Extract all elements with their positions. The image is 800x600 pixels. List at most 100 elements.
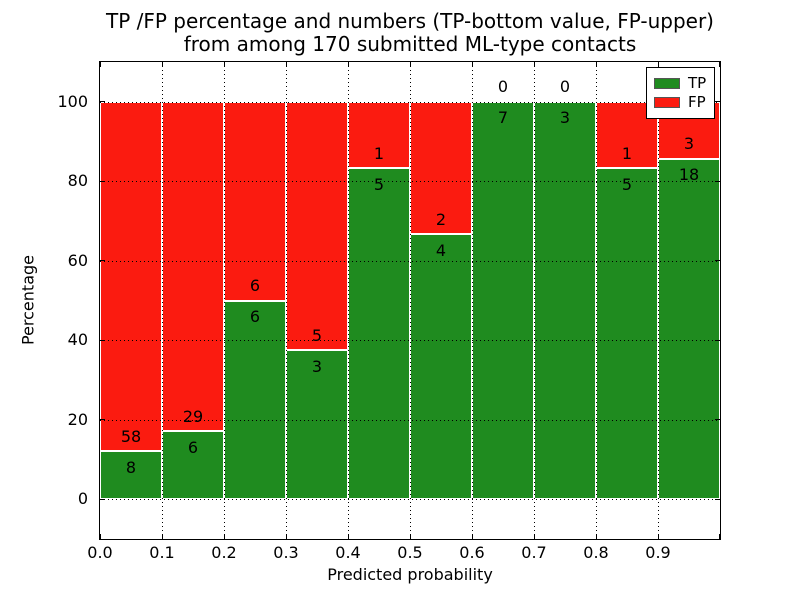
y-tick-label: 100 bbox=[57, 91, 88, 111]
x-tick-label: 0.7 bbox=[521, 543, 547, 562]
x-tick-mark bbox=[162, 534, 163, 539]
legend-item-tp: TP bbox=[654, 75, 707, 92]
annotations-layer: 58 8 29 6 6 6 5 3 1 5 2 4 0 7 0 3 1 5 3 18 bbox=[100, 62, 720, 539]
grid-line-vertical bbox=[409, 62, 411, 539]
x-tick-label: 0.8 bbox=[583, 543, 609, 562]
tp-count-label: 7 bbox=[497, 108, 509, 128]
y-tick-mark-right bbox=[715, 260, 720, 262]
x-tick-mark bbox=[658, 534, 659, 539]
fp-count-label: 2 bbox=[435, 209, 447, 229]
bar-fp-segment bbox=[224, 101, 286, 301]
x-tick-mark bbox=[100, 534, 101, 539]
x-tick-label: 0.9 bbox=[645, 543, 671, 562]
bar-tp-segment bbox=[100, 451, 162, 500]
grid-line-vertical bbox=[657, 62, 659, 539]
bar-fp-segment bbox=[410, 101, 472, 235]
x-tick-label: 0.6 bbox=[459, 543, 485, 562]
bar-fp-segment bbox=[286, 101, 348, 351]
chart-title-line2: from among 170 submitted ML-type contact… bbox=[183, 32, 637, 56]
x-tick-label: 0.4 bbox=[335, 543, 361, 562]
y-axis-label: Percentage bbox=[18, 254, 38, 346]
bar-tp-segment bbox=[224, 300, 286, 500]
x-tick-mark-top bbox=[410, 62, 411, 67]
y-tick-mark-right bbox=[715, 339, 720, 341]
y-tick-label: 60 bbox=[67, 250, 88, 270]
bar-tp-segment bbox=[286, 350, 348, 500]
tp-count-label: 5 bbox=[373, 174, 385, 194]
y-tick-mark bbox=[100, 260, 105, 262]
legend: TP FP bbox=[646, 67, 715, 119]
x-tick-mark bbox=[596, 534, 597, 539]
x-tick-mark bbox=[472, 534, 473, 539]
fp-count-label: 6 bbox=[249, 276, 261, 296]
y-tick-label: 0 bbox=[77, 489, 88, 509]
fp-count-label: 1 bbox=[373, 143, 385, 163]
x-tick-mark-top bbox=[286, 62, 287, 67]
legend-label-fp: FP bbox=[688, 93, 706, 111]
x-tick-mark-top bbox=[100, 62, 101, 67]
bar-fp-segment bbox=[100, 101, 162, 452]
fp-count-label: 0 bbox=[559, 77, 571, 97]
bar-tp-segment bbox=[162, 431, 224, 500]
tp-count-label: 3 bbox=[559, 108, 571, 128]
x-tick-mark bbox=[534, 534, 535, 539]
y-tick-mark bbox=[100, 101, 105, 103]
tp-count-label: 3 bbox=[311, 356, 323, 376]
y-tick-mark bbox=[100, 419, 105, 421]
x-tick-mark bbox=[286, 534, 287, 539]
fp-count-label: 5 bbox=[311, 325, 323, 345]
y-tick-mark-right bbox=[715, 419, 720, 421]
x-tick-mark-top bbox=[719, 62, 720, 67]
x-tick-label: 0.5 bbox=[397, 543, 423, 562]
bar-tp-segment bbox=[658, 158, 720, 500]
tp-count-label: 6 bbox=[187, 437, 199, 457]
y-tick-label: 80 bbox=[67, 171, 88, 191]
x-tick-label: 0.0 bbox=[87, 543, 113, 562]
plot-area: 58 8 29 6 6 6 5 3 1 5 2 4 0 7 0 3 1 5 3 18 bbox=[99, 61, 721, 540]
x-tick-mark-top bbox=[224, 62, 225, 67]
tp-count-label: 4 bbox=[435, 240, 447, 260]
tp-count-label: 6 bbox=[249, 307, 261, 327]
y-tick-mark bbox=[100, 180, 105, 182]
fp-count-label: 1 bbox=[621, 143, 633, 163]
x-tick-mark bbox=[224, 534, 225, 539]
x-tick-mark bbox=[719, 534, 720, 539]
x-tick-mark-top bbox=[472, 62, 473, 67]
legend-label-tp: TP bbox=[688, 74, 707, 92]
y-tick-mark bbox=[100, 498, 105, 500]
x-tick-mark-top bbox=[658, 62, 659, 67]
x-tick-label: 0.2 bbox=[211, 543, 237, 562]
axis-ticks-layer bbox=[100, 62, 720, 539]
bar-tp-segment bbox=[348, 168, 410, 500]
y-tick-label: 20 bbox=[67, 409, 88, 429]
bars-layer bbox=[100, 62, 720, 539]
x-tick-mark bbox=[410, 534, 411, 539]
grid-line-vertical bbox=[285, 62, 287, 539]
fp-count-label: 29 bbox=[182, 406, 204, 426]
grid-line-vertical bbox=[223, 62, 225, 539]
x-tick-mark-top bbox=[596, 62, 597, 67]
legend-item-fp: FP bbox=[654, 94, 707, 111]
bar-tp-segment bbox=[472, 101, 534, 500]
grid-layer bbox=[100, 62, 720, 539]
tp-count-label: 5 bbox=[621, 174, 633, 194]
x-tick-label: 0.3 bbox=[273, 543, 299, 562]
grid-line-vertical bbox=[595, 62, 597, 539]
grid-line-vertical bbox=[347, 62, 349, 539]
grid-line-vertical bbox=[161, 62, 163, 539]
x-tick-mark-top bbox=[348, 62, 349, 67]
fp-count-label: 3 bbox=[683, 134, 695, 154]
tp-count-label: 8 bbox=[125, 457, 137, 477]
legend-swatch-fp-icon bbox=[654, 97, 680, 108]
y-tick-mark-right bbox=[715, 180, 720, 182]
fp-count-label: 0 bbox=[497, 77, 509, 97]
grid-line-vertical bbox=[471, 62, 473, 539]
y-tick-label: 40 bbox=[67, 330, 88, 350]
chart-title-line1: TP /FP percentage and numbers (TP-bottom… bbox=[106, 9, 714, 33]
grid-line-vertical bbox=[533, 62, 535, 539]
bar-tp-segment bbox=[534, 101, 596, 500]
y-tick-mark-right bbox=[715, 101, 720, 103]
chart-title: TP /FP percentage and numbers (TP-bottom… bbox=[100, 10, 720, 56]
x-tick-mark-top bbox=[534, 62, 535, 67]
